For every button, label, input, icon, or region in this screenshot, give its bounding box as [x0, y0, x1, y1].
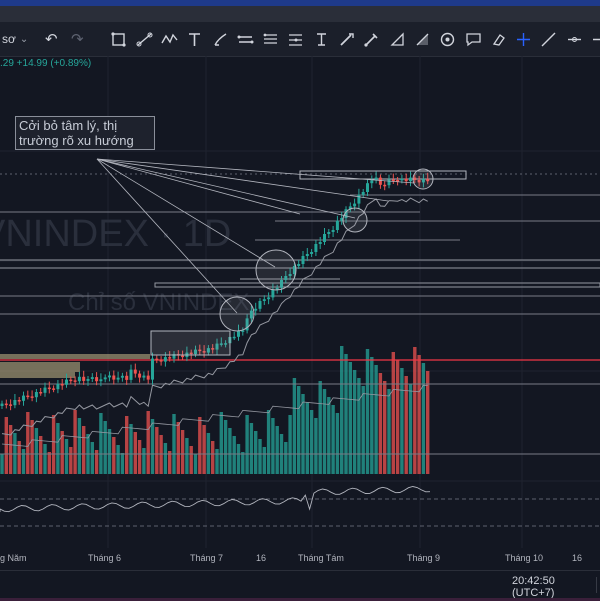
symbol-button[interactable]: sơ — [2, 32, 16, 46]
watermark-symbol: VNINDEX · 1D — [0, 213, 231, 255]
time-axis-label: Tháng 7 — [190, 553, 224, 563]
time-axis-label: Tháng 6 — [88, 553, 122, 563]
chevron-down-icon[interactable]: ⌄ — [19, 33, 29, 45]
eraser-icon[interactable] — [486, 24, 511, 54]
time-axis-label: g Năm — [0, 553, 27, 563]
toolbar-left-group: sơ ⌄ ↶ ↷ — [0, 30, 90, 48]
time-axis-label: 16 — [256, 553, 267, 563]
arrow-right-icon[interactable] — [587, 24, 600, 54]
undo-icon[interactable]: ↶ — [44, 31, 58, 48]
trend-line-icon[interactable] — [132, 24, 157, 54]
angle-icon[interactable] — [410, 24, 435, 54]
line-tool-icon[interactable] — [536, 24, 561, 54]
crosshair-square-icon[interactable] — [106, 24, 131, 54]
time-axis-label: Tháng 10 — [505, 553, 544, 563]
fib-icon[interactable] — [258, 24, 283, 54]
zigzag-icon[interactable] — [157, 24, 182, 54]
price-change-readout: .29 +14.99 (+0.89%) — [0, 58, 92, 69]
drawing-toolbar: sơ ⌄ ↶ ↷ — [0, 22, 600, 57]
time-axis-label: Tháng 9 — [407, 553, 441, 563]
pitchfork-icon[interactable] — [309, 24, 334, 54]
drawing-tools — [106, 24, 600, 54]
horizontal-levels — [0, 170, 600, 455]
text-icon[interactable] — [182, 24, 207, 54]
circle-icon[interactable] — [435, 24, 460, 54]
drawing-annotations — [96, 158, 434, 356]
annotation-note[interactable]: Cởi bỏ tâm lý, thị trường rõ xu hướng — [15, 116, 155, 150]
clock-label[interactable]: 20:42:50 (UTC+7) — [512, 575, 555, 599]
status-divider — [596, 577, 597, 593]
segment-icon[interactable] — [562, 24, 587, 54]
brush-icon[interactable] — [207, 24, 232, 54]
parallel-lines-icon[interactable] — [233, 24, 258, 54]
projection-icon[interactable] — [334, 24, 359, 54]
horizontal-lines-icon[interactable] — [283, 24, 308, 54]
window-accent-bar — [0, 0, 600, 6]
volume-bars — [0, 346, 430, 474]
moving-average — [1, 197, 428, 436]
pencil-icon[interactable] — [359, 24, 384, 54]
oscillator-pane — [0, 486, 600, 527]
time-axis-label: 16 — [572, 553, 583, 563]
time-axis[interactable]: g Năm Tháng 6 Tháng 7 16 Tháng Tám Tháng 9 Thá… — [0, 548, 600, 570]
time-axis-label: Tháng Tám — [298, 553, 344, 563]
status-bar: 20:42:50 (UTC+7) — [0, 570, 600, 601]
comment-icon[interactable] — [460, 24, 485, 54]
window-top-strip — [0, 0, 600, 22]
ruler-icon[interactable] — [385, 24, 410, 54]
redo-icon[interactable]: ↷ — [70, 31, 84, 48]
crosshair-icon[interactable] — [511, 24, 536, 54]
